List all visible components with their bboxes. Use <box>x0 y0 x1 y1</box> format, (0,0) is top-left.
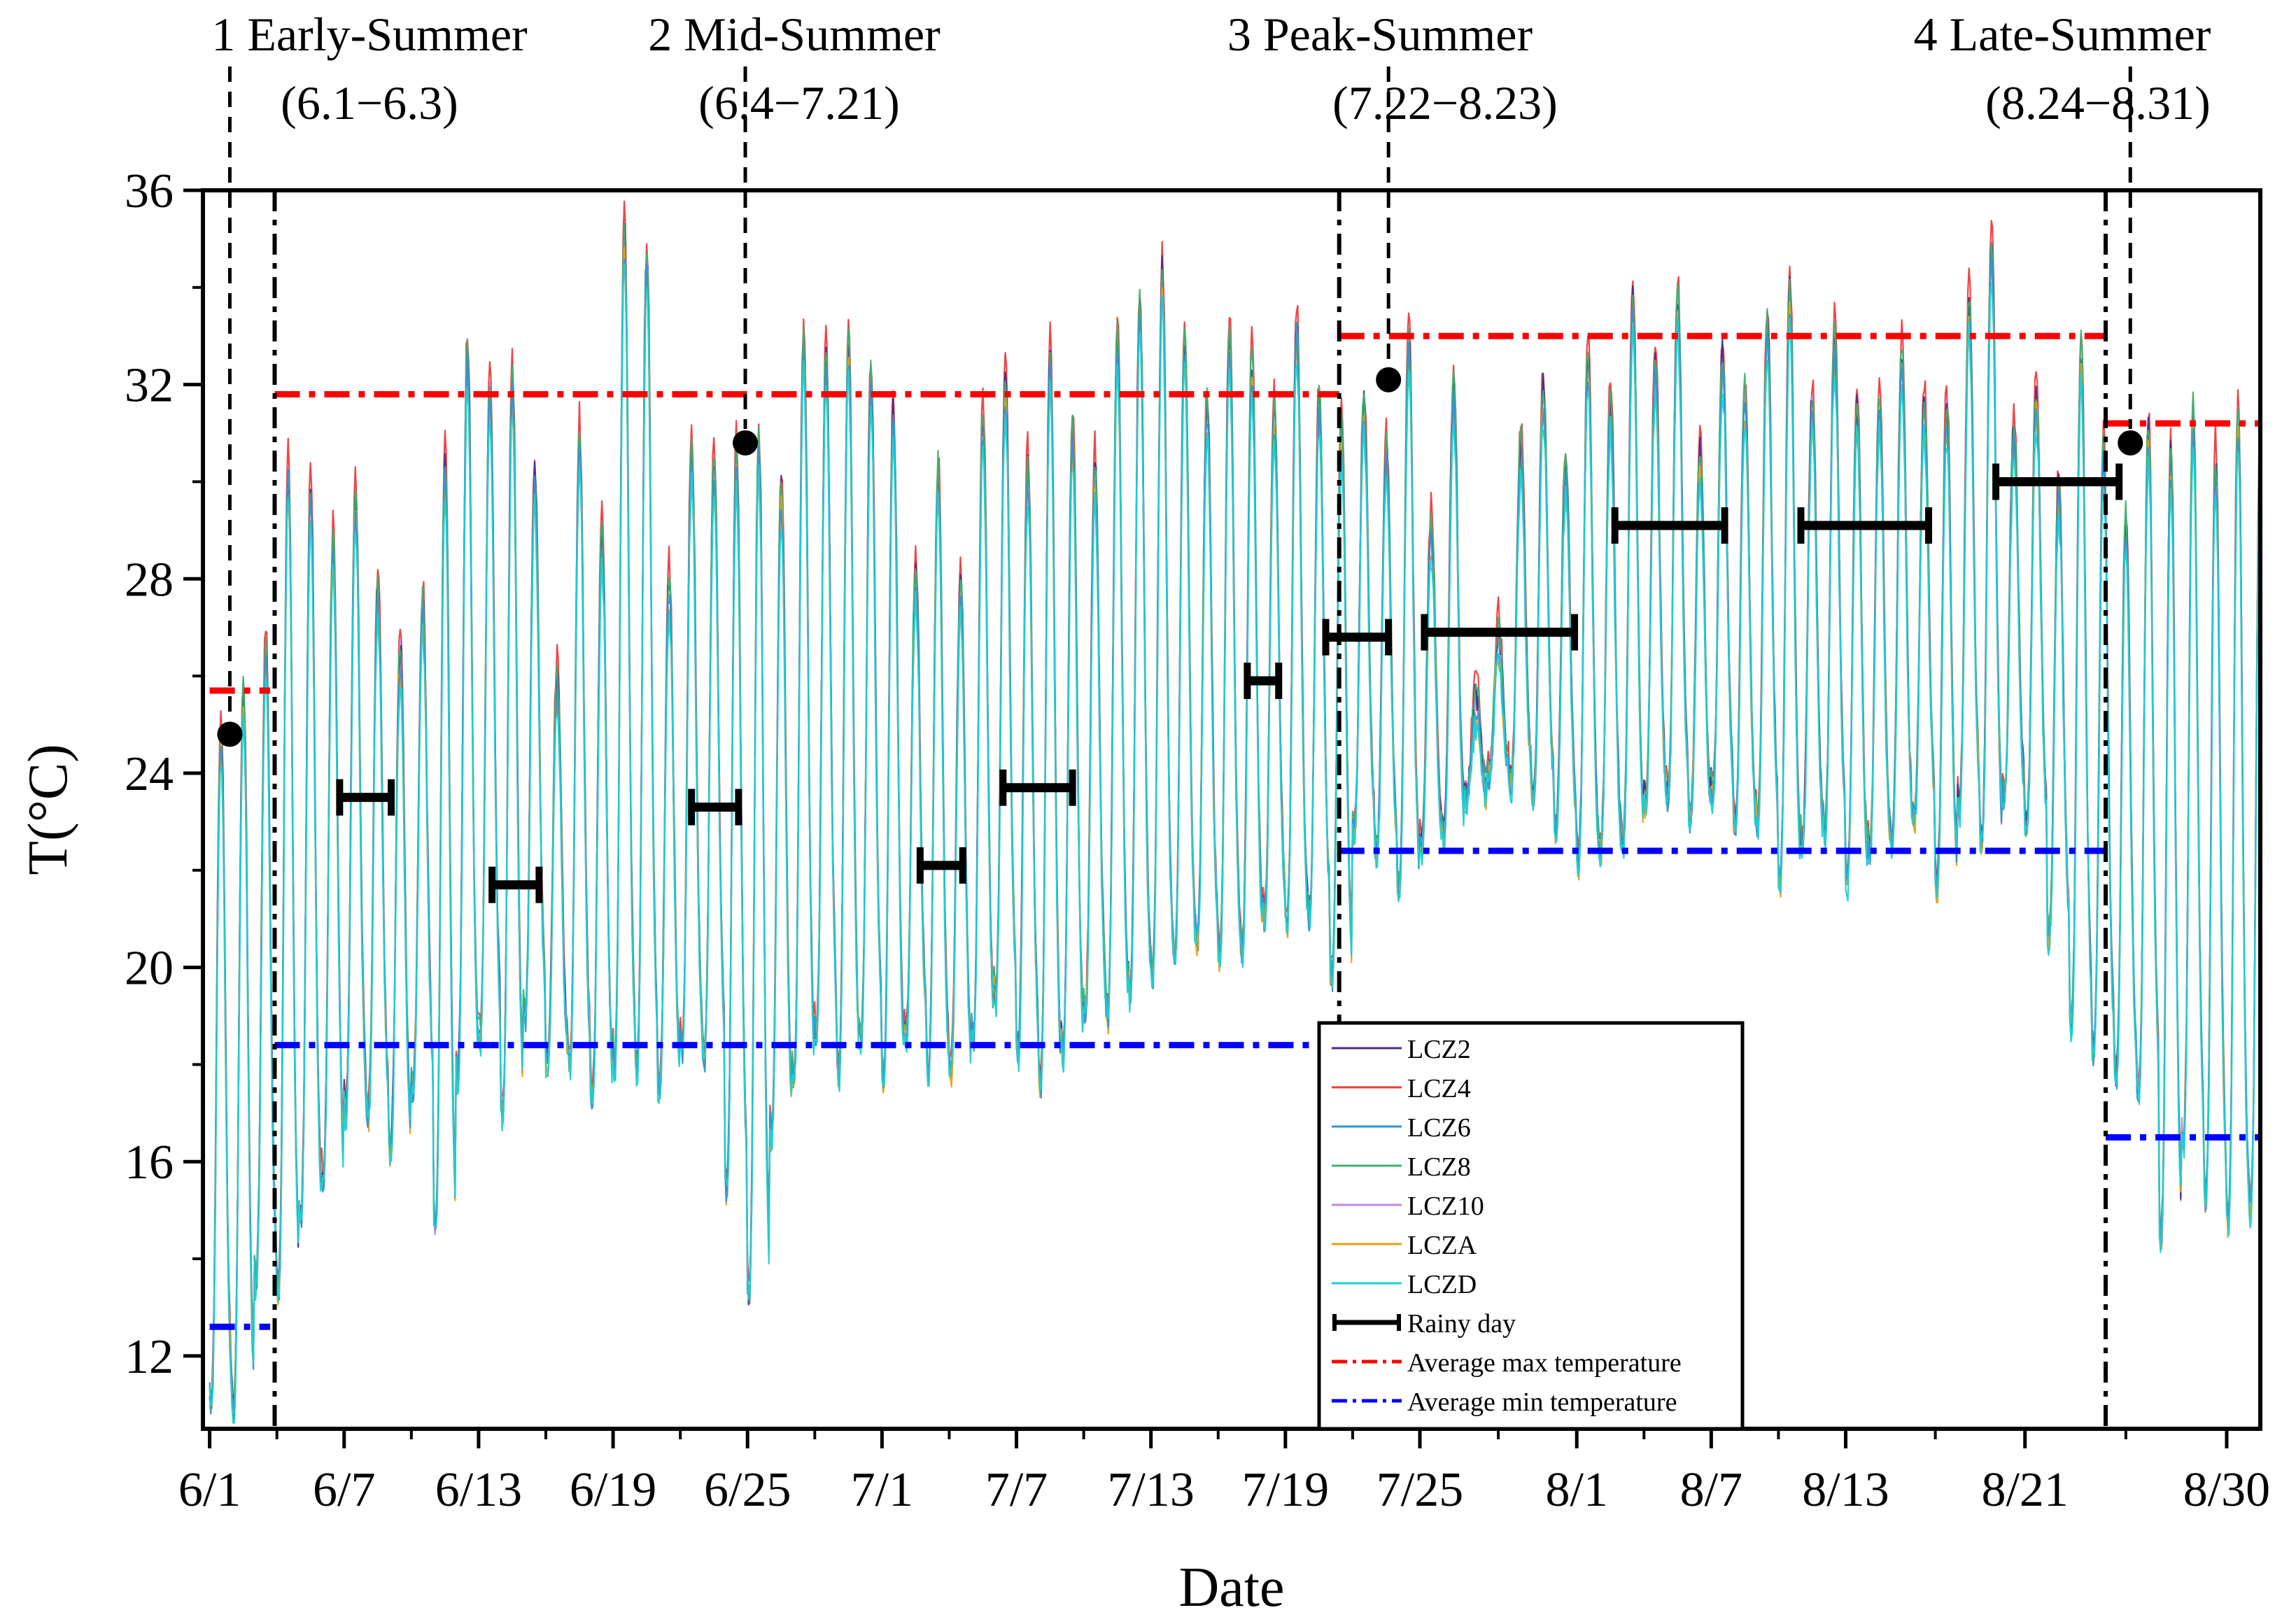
x-tick-label: 8/30 <box>2183 1463 2270 1517</box>
x-tick-label: 8/13 <box>1802 1463 1889 1517</box>
legend-label: Rainy day <box>1407 1309 1516 1339</box>
x-tick-label: 6/7 <box>313 1463 375 1517</box>
legend-box <box>1317 1021 1745 1431</box>
legend-item: LCZ8 <box>1332 1152 1471 1182</box>
rainy-day-bar-3 <box>688 789 742 826</box>
y-tick-label: 24 <box>125 747 174 801</box>
x-tick-label: 6/13 <box>435 1463 522 1517</box>
y-tick-label: 16 <box>125 1136 174 1189</box>
period-2: 2 Mid-Summer (6.4−7.21) <box>648 8 941 456</box>
period-name-label: 2 Mid-Summer <box>648 8 941 61</box>
rainy-day-bar-2 <box>488 866 543 903</box>
x-tick-label: 6/25 <box>704 1463 791 1517</box>
legend-item: LCZ6 <box>1332 1113 1471 1143</box>
axes: 12 16 20 24 28 32 36 6/1 6/7 6/13 6/19 6/25 7/1 7/7 7/… <box>17 164 2270 1618</box>
legend-label: Average min temperature <box>1407 1388 1677 1417</box>
average-lines <box>209 332 2260 1330</box>
legend-label: LCZ4 <box>1407 1074 1471 1103</box>
rainy-day-bar-4 <box>916 847 966 884</box>
rainy-day-bar-5 <box>999 769 1076 806</box>
x-tick-label: 7/1 <box>851 1463 913 1517</box>
rainy-day-bar-7 <box>1322 619 1393 656</box>
rainy-day-bar-11 <box>1992 463 2123 500</box>
y-axis-title: T(°C) <box>17 744 79 875</box>
series-layer <box>209 200 2260 1424</box>
legend-label: Average max temperature <box>1407 1348 1682 1378</box>
period-marker-dot <box>217 721 243 747</box>
period-name-label: 3 Peak-Summer <box>1227 8 1533 61</box>
legend-label: LCZD <box>1407 1270 1477 1299</box>
legend-item: Rainy day <box>1332 1309 1516 1339</box>
series-line-lczd <box>209 263 2260 1424</box>
rainy-day-bar-6 <box>1244 663 1283 700</box>
rainy-day-bar-1 <box>336 779 395 816</box>
legend-label: LCZ6 <box>1407 1113 1471 1143</box>
y-tick-label: 28 <box>125 553 174 607</box>
legend-label: LCZ2 <box>1407 1035 1471 1064</box>
period-range-label: (7.22−8.23) <box>1332 76 1558 129</box>
period-name-label: 1 Early-Summer <box>211 8 528 61</box>
legend-item: LCZD <box>1332 1270 1477 1299</box>
period-marker-dot <box>733 430 759 456</box>
legend-item: LCZ2 <box>1332 1035 1471 1064</box>
x-tick-label: 7/13 <box>1107 1463 1194 1517</box>
y-tick-label: 12 <box>125 1330 174 1384</box>
period-range-label: (6.4−7.21) <box>698 76 900 129</box>
legend-item: LCZ4 <box>1332 1074 1471 1103</box>
period-1: 1 Early-Summer (6.1−6.3) <box>211 8 528 747</box>
legend: LCZ2 LCZ4 LCZ6 LCZ8 LCZ10 LCZA LCZD Rainy day Av… <box>1317 1021 1745 1431</box>
y-tick-label: 32 <box>125 359 174 413</box>
x-tick-label: 7/19 <box>1242 1463 1329 1517</box>
x-tick-label: 7/25 <box>1376 1463 1463 1517</box>
legend-item: LCZ10 <box>1332 1192 1484 1221</box>
rainy-day-bar-10 <box>1797 507 1933 544</box>
y-tick-label: 20 <box>125 942 174 996</box>
rainy-day-markers <box>336 463 2123 903</box>
period-4: 4 Late-Summer (8.24−8.31) <box>1914 8 2211 456</box>
rainy-day-bar-9 <box>1611 507 1728 544</box>
period-name-label: 4 Late-Summer <box>1914 8 2211 61</box>
x-tick-label: 7/7 <box>985 1463 1048 1517</box>
legend-item: Average max temperature <box>1332 1348 1682 1378</box>
legend-item: LCZA <box>1332 1231 1477 1260</box>
legend-label: LCZ8 <box>1407 1152 1471 1182</box>
y-tick-label: 36 <box>125 164 174 218</box>
plot-frame <box>201 188 2262 1431</box>
period-range-label: (8.24−8.31) <box>1985 76 2211 129</box>
x-tick-label: 8/21 <box>1981 1463 2068 1517</box>
x-tick-label: 6/19 <box>570 1463 656 1517</box>
period-annotations: 1 Early-Summer (6.1−6.3) 2 Mid-Summer (6.4−… <box>211 8 2211 747</box>
x-tick-label: 6/1 <box>178 1463 241 1517</box>
period-marker-dot <box>2118 430 2143 456</box>
period-range-label: (6.1−6.3) <box>281 76 458 129</box>
period-3: 3 Peak-Summer (7.22−8.23) <box>1227 8 1558 393</box>
period-marker-dot <box>1376 367 1402 393</box>
legend-label: LCZA <box>1407 1231 1477 1260</box>
legend-label: LCZ10 <box>1407 1192 1484 1221</box>
x-axis-title: Date <box>1178 1557 1284 1618</box>
x-tick-label: 8/7 <box>1680 1463 1742 1517</box>
rainy-day-bar-8 <box>1421 614 1578 651</box>
x-tick-label: 8/1 <box>1545 1463 1607 1517</box>
legend-item: Average min temperature <box>1332 1388 1677 1417</box>
